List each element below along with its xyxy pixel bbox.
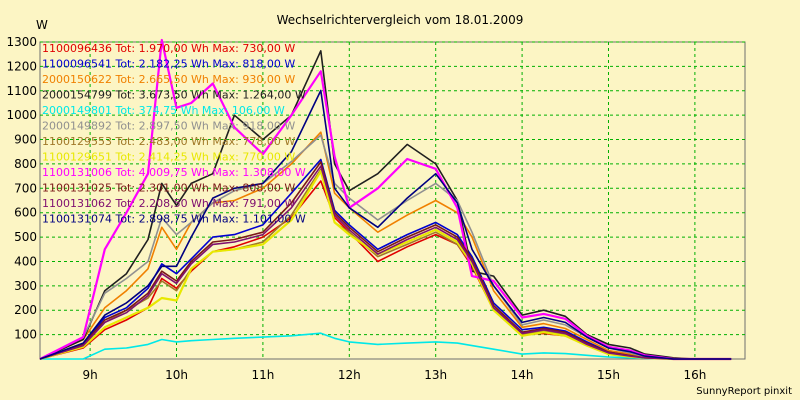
series-line (39, 165, 732, 360)
x-tick-label: 16h (683, 368, 706, 382)
y-tick-label: 1200 (6, 59, 37, 73)
legend-entry: 1100096436 Tot: 1.970,00 Wh Max: 730,00 … (42, 42, 295, 55)
y-tick-label: 300 (14, 279, 37, 293)
legend-entry: 1100131006 Tot: 4.009,75 Wh Max: 1.308,0… (42, 166, 306, 179)
legend-entry: 2000154799 Tot: 3.673,50 Wh Max: 1.264,0… (42, 89, 306, 102)
legend: 1100096436 Tot: 1.970,00 Wh Max: 730,00 … (42, 42, 306, 226)
series-lines (39, 38, 732, 361)
grid (40, 41, 745, 359)
x-tick-label: 9h (82, 368, 97, 382)
x-tick-label: 12h (338, 368, 361, 382)
y-tick-label: 100 (14, 328, 37, 342)
y-tick-label: 600 (14, 206, 37, 220)
footer-credit: SunnyReport pinxit (696, 386, 792, 397)
series-line (39, 134, 732, 360)
legend-entry: 1100129651 Tot: 2.414,25 Wh Max: 770,00 … (42, 151, 295, 164)
legend-entry: 2000149801 Tot: 374,75 Wh Max: 106,00 W (42, 104, 285, 117)
y-tick-label: 1300 (6, 35, 37, 49)
y-tick-label: 200 (14, 303, 37, 317)
x-tick-label: 14h (511, 368, 534, 382)
y-tick-labels: 100 200 300 400 500 600 700 800 900 1000 1100 1200 1… (6, 35, 37, 342)
y-tick-label: 400 (14, 254, 37, 268)
x-tick-label: 15h (597, 368, 620, 382)
series-line (39, 131, 732, 360)
legend-entry: 1100096541 Tot: 2.182,25 Wh Max: 818,00 … (42, 58, 295, 71)
series-line (39, 49, 732, 360)
y-tick-label: 800 (14, 157, 37, 171)
legend-entry: 2000150622 Tot: 2.665,50 Wh Max: 930,00 … (42, 73, 295, 86)
legend-entry: 1100131025 Tot: 2.301,00 Wh Max: 808,00 … (42, 182, 295, 195)
legend-entry: 1100131074 Tot: 2.898,75 Wh Max: 1.101,0… (42, 213, 306, 226)
series-line (39, 38, 732, 361)
legend-entry: 1100131062 Tot: 2.208,50 Wh Max: 791,00 … (42, 197, 295, 210)
y-tick-label: 500 (14, 230, 37, 244)
series-line (40, 332, 732, 360)
series-line (39, 89, 732, 360)
x-tick-label: 13h (424, 368, 447, 382)
y-tick-label: 1100 (6, 84, 37, 98)
y-tick-label: 900 (14, 133, 37, 147)
x-tick-label: 10h (165, 368, 188, 382)
y-tick-label: 1000 (6, 108, 37, 122)
x-tick-labels: 9h 10h 11h 12h 13h 14h 15h 16h (82, 368, 706, 382)
y-axis-label: W (36, 18, 48, 32)
y-tick-label: 700 (14, 181, 37, 195)
x-tick-label: 11h (251, 368, 274, 382)
legend-entry: 2000149892 Tot: 2.897,50 Wh Max: 918,00 … (42, 120, 295, 133)
legend-entry: 1100129553 Tot: 2.483,00 Wh Max: 778,00 … (42, 135, 295, 148)
chart-title: Wechselrichtervergleich vom 18.01.2009 (277, 13, 524, 27)
